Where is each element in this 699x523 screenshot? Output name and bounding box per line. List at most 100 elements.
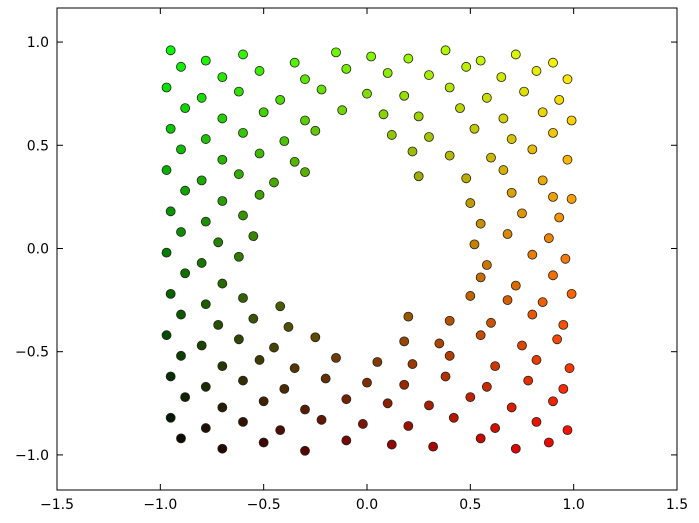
point (233, 334, 244, 345)
point (279, 136, 290, 147)
point (481, 92, 492, 103)
point (386, 130, 397, 140)
point (238, 293, 248, 303)
point (537, 175, 548, 186)
point (372, 357, 383, 367)
point (566, 115, 577, 126)
point (496, 72, 507, 83)
point (254, 355, 265, 365)
point (560, 253, 571, 264)
point (424, 132, 434, 142)
x-tick-label: −1.0 (143, 497, 177, 513)
point (558, 383, 569, 394)
point (213, 319, 224, 330)
point (543, 233, 554, 244)
point (217, 443, 228, 454)
point (475, 433, 486, 444)
point (165, 412, 176, 423)
point (378, 109, 389, 120)
point (475, 55, 486, 66)
point (519, 86, 529, 97)
point (180, 103, 191, 114)
point (165, 123, 176, 134)
point (465, 291, 476, 301)
point (289, 57, 300, 68)
point (196, 92, 207, 103)
point (498, 113, 509, 124)
point (217, 196, 228, 206)
point (217, 72, 228, 83)
point (475, 272, 486, 283)
point (217, 113, 228, 124)
point (233, 169, 244, 180)
point (238, 127, 248, 138)
point (316, 84, 327, 95)
point (362, 88, 372, 99)
point (537, 107, 548, 118)
point (506, 402, 517, 413)
point (562, 425, 573, 436)
point (165, 45, 176, 56)
y-tick-label: 0.5 (27, 138, 49, 154)
plot-frame (56, 7, 678, 491)
point (238, 210, 248, 221)
point (554, 212, 565, 223)
point (510, 443, 521, 454)
point (475, 330, 486, 341)
point (386, 439, 397, 450)
point (517, 340, 527, 351)
point (490, 361, 501, 372)
point (337, 105, 348, 116)
point (248, 231, 259, 241)
point (176, 227, 186, 237)
point (490, 423, 501, 433)
point (357, 419, 368, 429)
point (283, 322, 294, 332)
point (424, 400, 434, 411)
point (200, 299, 211, 310)
point (517, 208, 527, 219)
point (254, 66, 265, 76)
point (434, 338, 445, 349)
point (366, 51, 377, 62)
point (428, 441, 439, 452)
point (440, 45, 451, 56)
point (444, 350, 455, 361)
point (300, 445, 310, 456)
point (444, 150, 455, 161)
point (552, 334, 563, 345)
point (161, 247, 172, 258)
point (444, 315, 455, 326)
point (217, 361, 228, 372)
point (300, 167, 310, 178)
point (258, 437, 269, 448)
point (407, 146, 418, 157)
point (233, 86, 244, 97)
x-tick-label: −1.5 (40, 497, 74, 513)
point (548, 270, 558, 281)
point (403, 421, 414, 431)
point (254, 148, 265, 159)
point (554, 94, 565, 105)
point (269, 177, 279, 188)
point (200, 134, 211, 144)
point (448, 412, 459, 423)
point (382, 398, 393, 409)
point (403, 53, 414, 64)
point (486, 317, 496, 328)
point (481, 260, 492, 270)
point (562, 154, 573, 165)
point (502, 229, 513, 239)
point (469, 239, 480, 250)
x-tick-label: −0.5 (247, 497, 281, 513)
point (523, 375, 534, 386)
point (217, 278, 228, 289)
y-tick-label: −0.5 (15, 345, 49, 361)
point (481, 381, 492, 392)
point (161, 330, 172, 341)
point (548, 57, 558, 68)
point (498, 165, 509, 175)
point (176, 309, 186, 320)
point (537, 297, 548, 308)
